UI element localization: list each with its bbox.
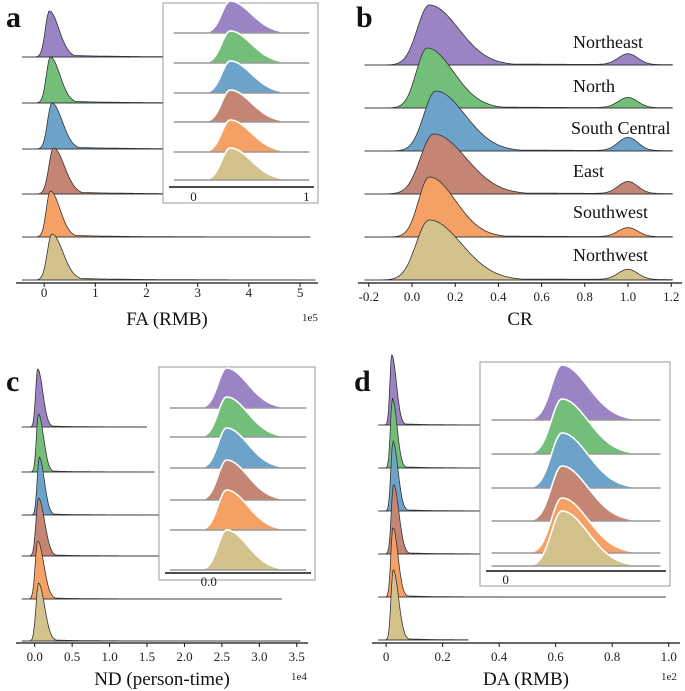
panel-a-xlabel: FA (RMB)	[126, 309, 207, 330]
panel-c-tick-label: 1.5	[139, 649, 155, 664]
panel-letter-c: c	[6, 365, 19, 398]
panel-c-tick-label: 3.5	[289, 649, 305, 664]
panel-b-tick-label: 1.0	[620, 289, 636, 304]
panel-a-tick-label: 2	[143, 285, 150, 300]
panel-b-ridge-east	[364, 133, 673, 195]
panel-c-ticks: 0.0 0.5 1.0 1.5 2.0 2.5 3.0 3.5	[27, 643, 305, 664]
panel-d-da: 0 0.2 0.4 0.6 0.8 1.0 DA (RMB) 1e2 0	[372, 354, 680, 690]
panel-letter-d: d	[354, 365, 371, 398]
panel-d-inset: 0	[479, 361, 671, 587]
region-label-southwest: Southwest	[573, 202, 648, 222]
panel-c-tick-label: 0.5	[64, 649, 80, 664]
panel-d-tick-label: 1.0	[661, 649, 677, 664]
panel-d-tick-label: 0.6	[548, 649, 565, 664]
panel-c-inset: 0.0	[158, 366, 316, 589]
panel-b-tick-label: 0.8	[577, 289, 593, 304]
panel-a-tick-label: 0	[41, 285, 48, 300]
panel-letter-a: a	[6, 1, 21, 34]
panel-c-nd: 0.0 0.5 1.0 1.5 2.0 2.5 3.0 3.5 ND (person-time…	[16, 366, 316, 690]
panel-b-tick-label: 0.2	[447, 289, 463, 304]
panel-a-tick-label: 5	[297, 285, 304, 300]
panel-a-inset-tick-label: 0	[190, 189, 197, 204]
panel-d-xlabel: DA (RMB)	[483, 669, 569, 690]
panel-c-tick-label: 0.0	[27, 649, 43, 664]
region-label-south-central: South Central	[571, 118, 671, 138]
panel-c-ridge-northwest	[21, 582, 301, 642]
panel-d-tick-label: 0	[383, 649, 390, 664]
panel-c-exponent: 1e4	[291, 671, 307, 683]
panel-b-xlabel: CR	[507, 309, 533, 330]
panel-letter-b: b	[356, 1, 373, 34]
panel-b-tick-label: 0.6	[533, 289, 550, 304]
panel-d-tick-label: 0.2	[435, 649, 451, 664]
panel-d-tick-label: 0.4	[491, 649, 508, 664]
panel-c-tick-label: 1.0	[101, 649, 117, 664]
panel-a-exponent: 1e5	[302, 312, 318, 324]
panel-b-ticks: -0.2 0.0 0.2 0.4 0.6 0.8 1.0 1.2	[359, 283, 679, 304]
panel-b-cr: -0.2 0.0 0.2 0.4 0.6 0.8 1.0 1.2 CR Northeast N…	[358, 4, 682, 330]
panel-b-tick-label: 0.0	[404, 289, 420, 304]
panel-a-tick-label: 4	[246, 285, 253, 300]
panel-b-tick-label: 1.2	[663, 289, 679, 304]
panel-c-tick-label: 2.5	[214, 649, 230, 664]
panel-c-xlabel: ND (person-time)	[94, 669, 230, 690]
panel-b-ridge-northeast	[364, 4, 673, 66]
region-label-northwest: Northwest	[573, 245, 648, 265]
panel-c-tick-label: 3.0	[251, 649, 267, 664]
panel-c-inset-tick-label: 0.0	[201, 574, 217, 589]
region-label-east: East	[573, 161, 604, 181]
panel-d-inset-tick-label: 0	[502, 572, 509, 587]
panel-b-ridges	[364, 4, 673, 281]
panel-b-tick-label: -0.2	[359, 289, 380, 304]
panel-a-inset-tick-label: 1	[303, 189, 310, 204]
region-label-northeast: Northeast	[573, 32, 643, 52]
panel-a-ticks: 0 1 2 3 4 5	[41, 283, 303, 300]
panel-b-region-labels: Northeast North South Central East South…	[571, 32, 671, 265]
panel-a-tick-label: 1	[92, 285, 99, 300]
panel-b-ridge-northwest	[364, 219, 673, 281]
panel-b-ridge-southwest	[364, 176, 673, 238]
panel-b-tick-label: 0.4	[490, 289, 507, 304]
panel-d-tick-label: 0.8	[604, 649, 620, 664]
panel-a-tick-label: 3	[194, 285, 201, 300]
region-label-north: North	[573, 76, 615, 96]
panel-a-ridge-northwest	[22, 233, 316, 281]
panel-d-ticks: 0 0.2 0.4 0.6 0.8 1.0	[383, 643, 677, 664]
panel-c-ridges	[21, 368, 301, 642]
panel-d-ridge-northwest	[378, 569, 469, 641]
panel-d-exponent: 1e2	[661, 671, 677, 683]
panel-c-tick-label: 2.0	[176, 649, 192, 664]
